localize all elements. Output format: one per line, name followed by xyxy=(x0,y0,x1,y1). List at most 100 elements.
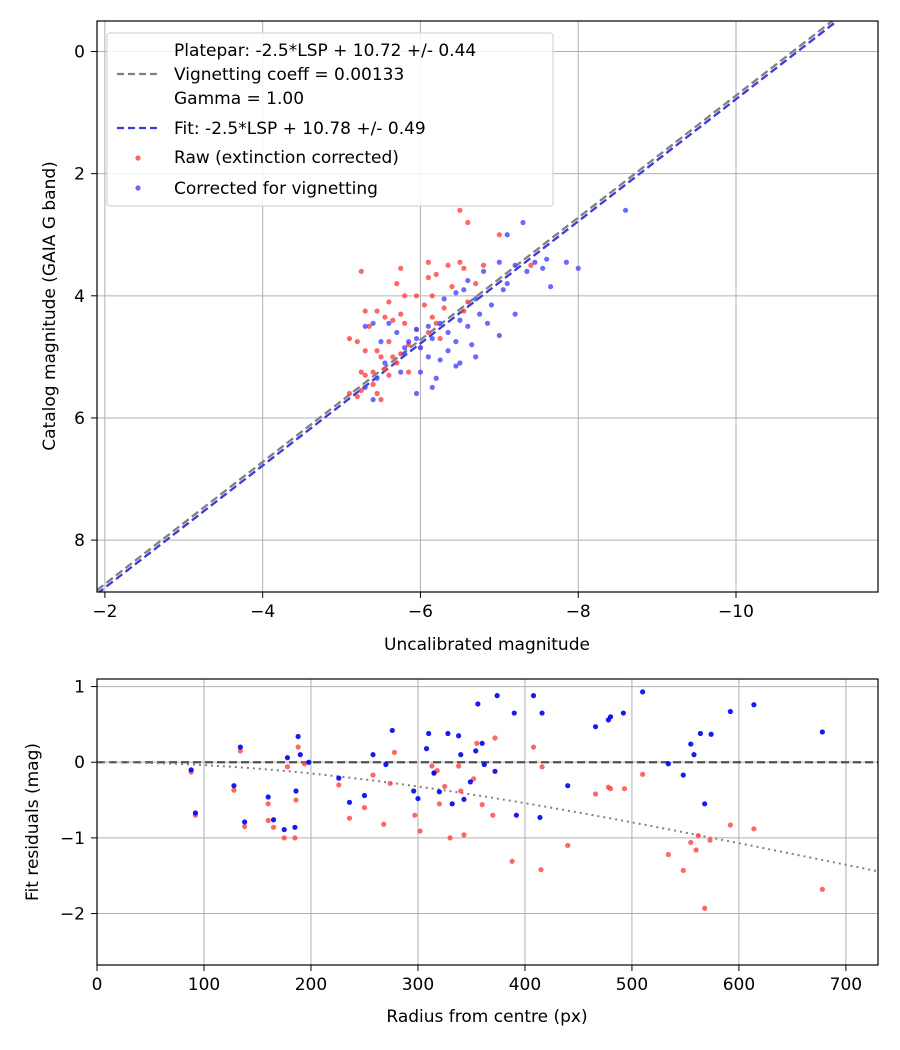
raw-point xyxy=(398,311,404,317)
raw-point xyxy=(398,351,404,357)
residual-corrected-point xyxy=(336,775,342,781)
legend-gamma-text: Gamma = 1.00 xyxy=(174,89,304,109)
raw-point xyxy=(378,354,384,360)
residual-corrected-point xyxy=(494,693,500,699)
residual-raw-point xyxy=(458,788,464,794)
raw-point xyxy=(370,369,376,375)
raw-point xyxy=(374,348,380,354)
top-y-tick-label: 2 xyxy=(74,165,85,185)
top-legend: Platepar: -2.5*LSP + 10.72 +/- 0.44 Vign… xyxy=(106,32,554,207)
residual-raw-point xyxy=(461,832,467,838)
bottom-x-axis-label: Radius from centre (px) xyxy=(386,1007,587,1027)
bottom-y-tick-label: −2 xyxy=(60,905,85,925)
residual-raw-point xyxy=(688,839,694,846)
corrected-point xyxy=(504,280,510,287)
corrected-point xyxy=(544,256,550,262)
residual-corrected-point xyxy=(423,746,430,752)
bottom-points xyxy=(188,689,825,911)
raw-point xyxy=(429,293,435,299)
residual-corrected-point xyxy=(458,752,464,758)
corrected-point xyxy=(465,323,471,329)
bottom-y-tick-label: 0 xyxy=(74,753,85,773)
corrected-point xyxy=(484,320,491,326)
residual-raw-point xyxy=(702,905,708,911)
fit-line xyxy=(97,21,839,592)
raw-point xyxy=(425,274,431,281)
residual-raw-point xyxy=(381,821,387,827)
raw-point xyxy=(358,268,364,274)
residual-corrected-point xyxy=(242,819,248,825)
corrected-point xyxy=(370,397,376,403)
corrected-point xyxy=(362,323,368,329)
top-x-tick-label: −2 xyxy=(92,602,117,622)
corrected-point xyxy=(445,329,451,336)
residual-raw-point xyxy=(292,835,298,841)
residual-corrected-point xyxy=(475,701,481,707)
bottom-y-tick-label: −1 xyxy=(60,829,85,849)
corrected-point xyxy=(402,345,408,351)
raw-point xyxy=(406,369,412,375)
corrected-point xyxy=(382,360,388,366)
residual-corrected-point xyxy=(511,710,517,716)
residual-raw-point xyxy=(819,886,825,892)
residual-raw-point xyxy=(621,786,628,792)
residual-corrected-point xyxy=(389,727,395,734)
corrected-point xyxy=(453,363,459,369)
raw-point xyxy=(528,262,534,268)
corrected-point xyxy=(374,375,380,381)
residual-corrected-point xyxy=(680,772,686,778)
residual-raw-point xyxy=(640,771,646,777)
raw-point xyxy=(402,293,408,299)
bottom-plot-frame xyxy=(96,678,879,966)
legend-box xyxy=(106,32,554,207)
corrected-point xyxy=(532,259,538,265)
raw-point xyxy=(441,305,447,311)
bottom-x-axis: 0 100 200 300 400 500 600 700 xyxy=(92,965,862,995)
residual-corrected-point xyxy=(284,755,291,761)
legend-corrected-text: Corrected for vignetting xyxy=(174,179,378,199)
residual-raw-point xyxy=(284,764,291,770)
bottom-x-tick-label: 400 xyxy=(509,975,541,995)
residual-corrected-point xyxy=(665,761,671,767)
corrected-point xyxy=(488,302,495,308)
residual-raw-point xyxy=(751,826,757,832)
legend-vignetting-text: Vignetting coeff = 0.00133 xyxy=(174,65,404,85)
residual-corrected-point xyxy=(237,744,243,750)
raw-point xyxy=(354,339,360,345)
residual-corrected-point xyxy=(306,759,312,765)
top-x-tick-label: −10 xyxy=(718,602,754,622)
bottom-x-tick-label: 300 xyxy=(402,975,434,995)
residual-corrected-point xyxy=(270,817,277,823)
top-x-axis-label: Uncalibrated magnitude xyxy=(384,635,590,655)
corrected-point xyxy=(413,335,420,342)
raw-point xyxy=(382,366,388,372)
residual-corrected-point xyxy=(449,801,455,807)
corrected-point xyxy=(378,339,384,345)
residual-raw-point xyxy=(479,801,485,808)
residual-raw-point xyxy=(680,867,686,874)
bottom-y-tick-label: 1 xyxy=(74,678,85,698)
corrected-point xyxy=(413,390,420,397)
residual-corrected-point xyxy=(188,767,194,773)
corrected-point xyxy=(465,277,471,284)
residual-raw-point xyxy=(265,817,271,824)
corrected-point xyxy=(473,296,479,302)
raw-point xyxy=(402,320,408,326)
residual-raw-point xyxy=(270,824,277,830)
residual-raw-point xyxy=(237,748,243,754)
legend-platepar-text: Platepar: -2.5*LSP + 10.72 +/- 0.44 xyxy=(174,41,476,61)
residual-raw-point xyxy=(295,744,301,750)
corrected-point xyxy=(425,323,431,329)
residual-corrected-point xyxy=(592,724,599,730)
corrected-point xyxy=(386,320,392,326)
raw-point xyxy=(437,335,443,342)
residual-corrected-point xyxy=(461,796,467,802)
corrected-point xyxy=(504,232,510,238)
bottom-lines xyxy=(97,761,878,873)
raw-point xyxy=(425,259,431,265)
residual-raw-point xyxy=(490,812,496,818)
raw-point xyxy=(358,387,364,394)
residual-raw-point xyxy=(442,783,448,790)
corrected-point xyxy=(429,384,435,391)
